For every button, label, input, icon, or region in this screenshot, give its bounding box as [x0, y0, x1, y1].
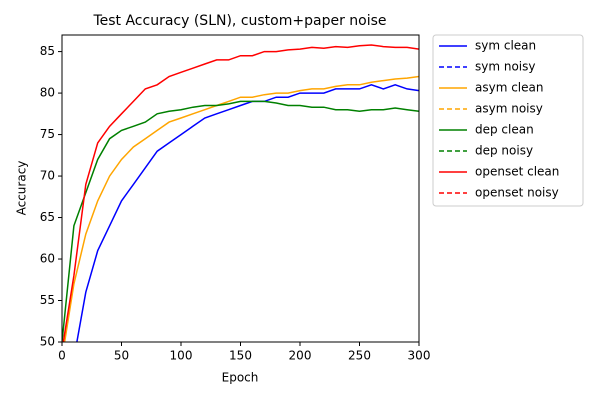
x-tick-label: 50 — [114, 349, 129, 363]
legend-label: asym clean — [475, 81, 543, 95]
legend-label: sym clean — [475, 39, 536, 53]
x-tick-label: 0 — [58, 349, 66, 363]
x-tick-label: 200 — [289, 349, 312, 363]
y-axis-label: Accuracy — [15, 161, 29, 216]
y-tick-label: 70 — [40, 169, 55, 183]
legend-label: dep clean — [475, 123, 534, 137]
y-tick-label: 65 — [40, 210, 55, 224]
y-tick-label: 50 — [40, 335, 55, 349]
x-tick-label: 250 — [348, 349, 371, 363]
y-tick-label: 60 — [40, 252, 55, 266]
series-line — [63, 75, 419, 342]
x-tick-label: 100 — [170, 349, 193, 363]
legend-label: openset clean — [475, 165, 559, 179]
plot-area — [62, 44, 419, 342]
series-line — [62, 44, 419, 342]
y-tick-label: 75 — [40, 127, 55, 141]
legend-label: sym noisy — [475, 60, 536, 74]
y-tick-label: 80 — [40, 86, 55, 100]
legend-label: asym noisy — [475, 102, 543, 116]
legend-label: openset noisy — [475, 186, 559, 200]
x-tick-label: 150 — [229, 349, 252, 363]
legend-box — [432, 34, 584, 207]
plot-frame — [61, 34, 420, 343]
chart-title: Test Accuracy (SLN), custom+paper noise — [92, 13, 386, 29]
y-tick-label: 85 — [40, 44, 55, 58]
x-axis-label: Epoch — [222, 371, 259, 385]
y-tick-label: 55 — [40, 293, 55, 307]
series-line — [76, 84, 419, 342]
legend-label: dep noisy — [475, 144, 533, 158]
series-line — [62, 100, 419, 342]
x-tick-label: 300 — [408, 349, 431, 363]
